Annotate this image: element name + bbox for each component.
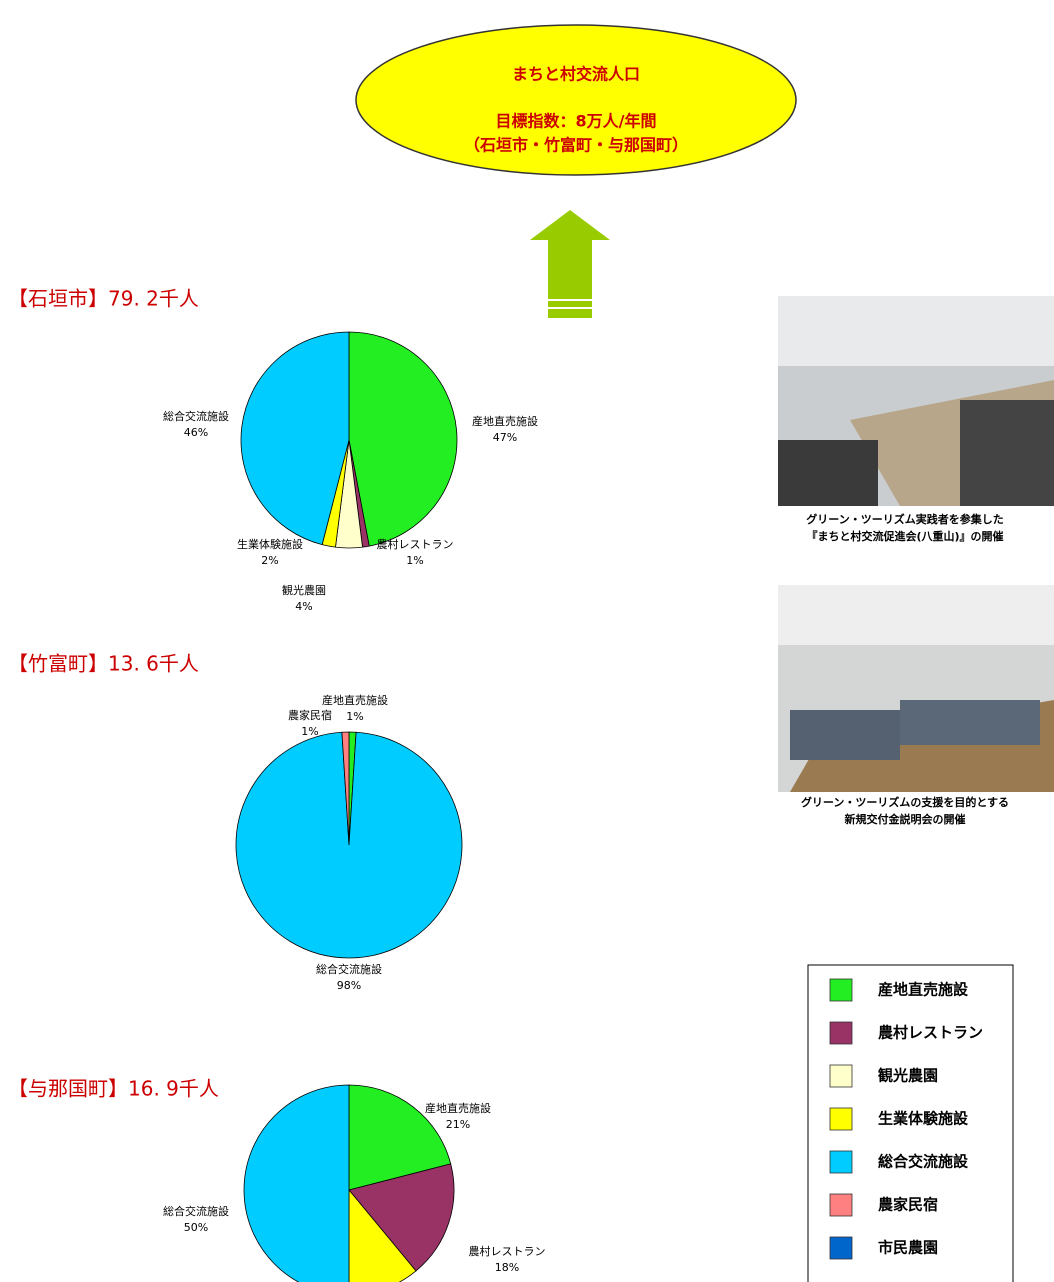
chart-title: 【竹富町】13. 6千人: [8, 652, 199, 676]
legend-swatch: [829, 1064, 853, 1088]
legend-swatch: [829, 1236, 853, 1260]
pie-slice: [243, 1084, 350, 1282]
slice-value: 4%: [295, 600, 312, 613]
pie-slice: [348, 1084, 452, 1191]
slice-value: 47%: [493, 431, 517, 444]
slice-label: 総合交流施設: [163, 1204, 229, 1218]
slice-label: 産地直売施設: [472, 414, 538, 428]
legend-swatch: [829, 1150, 853, 1174]
slice-label: 観光農園: [282, 583, 326, 597]
goal-target: 目標指数：8万人/年間: [496, 112, 657, 131]
legend-swatch: [829, 978, 853, 1002]
photo-caption: 『まちと村交流促進会(八重山)』の開催: [806, 529, 1003, 543]
photo-caption: グリーン・ツーリズム実践者を参集した: [806, 512, 1003, 526]
slice-label: 生業体験施設: [237, 537, 303, 551]
pie-slice: [348, 1188, 417, 1282]
legend-label: 産地直売施設: [878, 981, 969, 999]
goal-title: まちと村交流人口: [512, 65, 640, 84]
slice-value: 1%: [301, 725, 318, 738]
arrow: [530, 210, 610, 318]
slice-value: 18%: [495, 1261, 519, 1274]
legend-label: 生業体験施設: [878, 1110, 969, 1128]
legend-label: 市民農園: [878, 1239, 938, 1257]
slice-value: 46%: [184, 426, 208, 439]
slice-value: 21%: [446, 1118, 470, 1131]
legend-label: 農村レストラン: [878, 1024, 983, 1042]
slice-value: 98%: [337, 979, 361, 992]
slice-label: 産地直売施設: [425, 1101, 491, 1115]
slice-value: 1%: [346, 710, 363, 723]
legend-label: 農家民宿: [878, 1196, 938, 1214]
legend-swatch: [829, 1193, 853, 1217]
goal-areas: （石垣市・竹富町・与那国町）: [464, 136, 688, 155]
slice-label: 農家民宿: [288, 708, 332, 722]
photo-caption: グリーン・ツーリズムの支援を目的とする: [801, 795, 1009, 809]
slice-label: 総合交流施設: [163, 409, 229, 423]
slice-label: 産地直売施設: [322, 693, 388, 707]
goal-ellipse: [355, 24, 797, 176]
slice-value: 50%: [184, 1221, 208, 1234]
pie-slice: [348, 331, 458, 547]
legend-swatch: [829, 1107, 853, 1131]
slice-label: 農村レストラン: [469, 1244, 546, 1258]
photo-caption: 新規交付金説明会の開催: [845, 812, 966, 826]
pie-slice: [348, 1163, 455, 1272]
legend-label: 総合交流施設: [878, 1153, 969, 1171]
legend-swatch: [829, 1021, 853, 1045]
chart-title: 【与那国町】16. 9千人: [8, 1077, 219, 1101]
legend-label: 観光農園: [878, 1067, 938, 1085]
pie-slice: [235, 731, 463, 959]
slice-value: 1%: [406, 554, 423, 567]
chart-title: 【石垣市】79. 2千人: [8, 287, 199, 311]
slice-label: 総合交流施設: [316, 962, 382, 976]
photo: [778, 296, 1054, 506]
photo: [778, 585, 1054, 792]
pie-slice: [240, 331, 350, 546]
slice-label: 農村レストラン: [377, 537, 454, 551]
pie-slice: [341, 731, 350, 846]
slice-value: 2%: [261, 554, 278, 567]
